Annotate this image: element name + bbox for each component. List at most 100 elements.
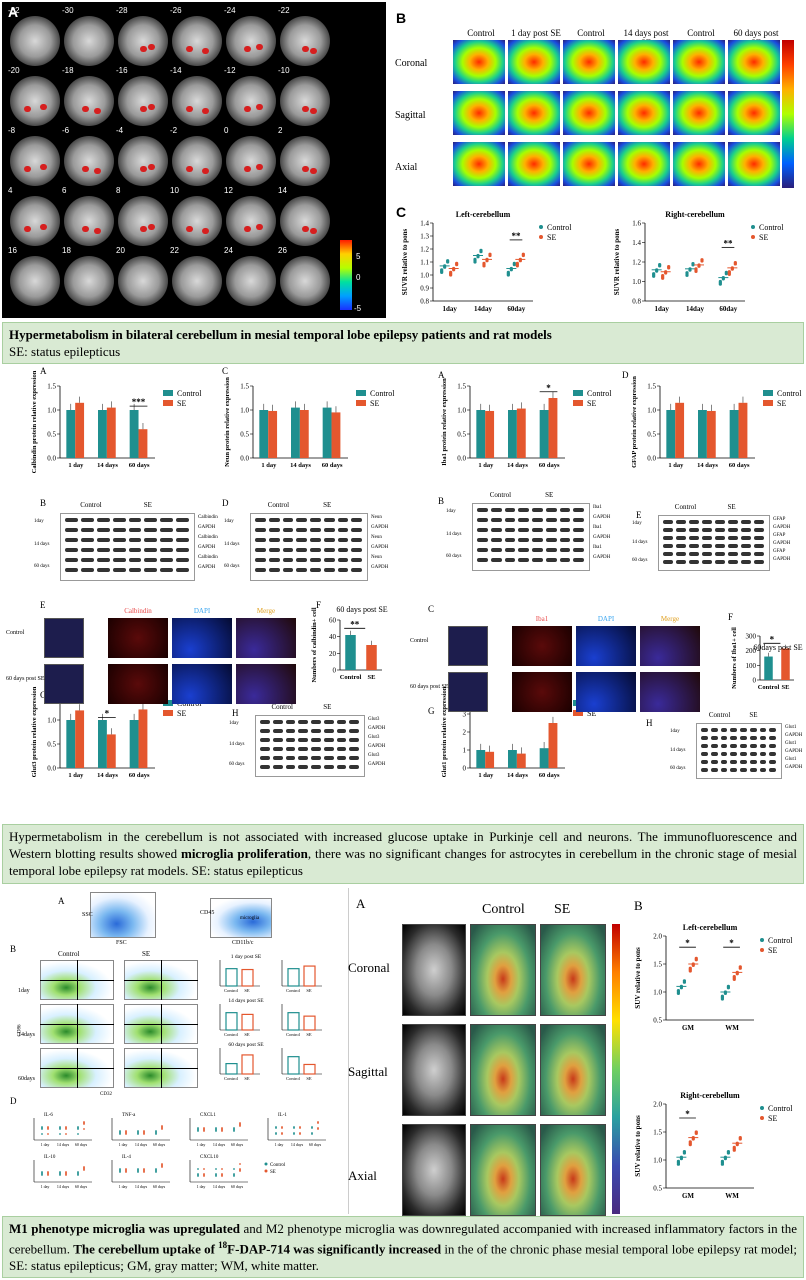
protein-band	[518, 508, 529, 512]
legend-label: SE	[270, 1170, 276, 1175]
protein-band	[310, 558, 321, 562]
x-tick-label: 1 day	[261, 462, 277, 469]
y-tick-label: 40	[329, 633, 337, 641]
blot-row-label: 1day	[229, 721, 239, 726]
data-point	[694, 956, 698, 960]
data-point	[41, 1133, 43, 1135]
protein-band	[268, 568, 280, 572]
protein-band	[504, 528, 516, 532]
protein-band	[769, 768, 776, 772]
legend-label: SE	[587, 709, 596, 718]
data-point	[77, 1174, 79, 1176]
panel-letter: A	[40, 366, 47, 376]
hypermetabolism-blob	[94, 108, 101, 114]
colorbar-tick: -5	[354, 304, 362, 313]
legend-marker	[760, 948, 764, 952]
protein-band	[754, 560, 764, 564]
protein-band	[663, 544, 673, 548]
protein-band	[730, 760, 737, 764]
bar	[66, 410, 76, 458]
data-point	[479, 248, 483, 252]
cytokine-title: TNF-a	[122, 1113, 136, 1118]
y-tick-label: 20	[329, 650, 337, 658]
data-point	[203, 1130, 205, 1132]
x-tick-label: 14day	[474, 305, 492, 313]
x-tick-label: 60 days	[75, 1184, 88, 1189]
x-tick-label: 1 day	[41, 1184, 50, 1189]
if-overview	[448, 626, 488, 666]
data-point	[317, 1128, 319, 1130]
flow-row-label: 60days	[18, 1076, 35, 1082]
protein-band	[740, 760, 747, 764]
bar	[675, 402, 685, 458]
protein-band	[336, 729, 347, 733]
y-axis-label: Calbindin protein relative expression	[31, 370, 38, 473]
x-tick-label: 1 day	[119, 1142, 128, 1147]
mri-slice	[118, 16, 168, 66]
protein-band	[80, 518, 94, 522]
mini-bar-chart: Control SE	[281, 1004, 322, 1037]
y-axis-label: Neun protein relative expression	[224, 377, 231, 467]
slice-label: -26	[170, 6, 182, 15]
data-point	[275, 1133, 277, 1135]
hypermetabolism-blob	[302, 106, 309, 112]
protein-band	[298, 747, 308, 751]
protein-band	[759, 736, 767, 740]
bar	[345, 635, 356, 670]
protein-band	[545, 518, 557, 522]
bar	[225, 968, 238, 987]
protein-band	[710, 744, 718, 748]
legend-label: SE	[768, 946, 777, 955]
protein-band	[144, 528, 158, 532]
hypermetabolism-blob	[244, 166, 251, 172]
protein-band	[532, 518, 543, 522]
protein-band	[759, 744, 767, 748]
panel-letter: H	[646, 718, 653, 728]
y-tick-label: 0.5	[240, 431, 249, 439]
protein-band	[573, 548, 584, 552]
slice-label: 24	[224, 246, 233, 255]
caption-1-line2: SE: status epilepticus	[9, 344, 121, 359]
protein-band	[337, 528, 349, 532]
legend-label: Control	[777, 389, 802, 398]
if-overview	[448, 672, 488, 712]
flow-gating-plot	[90, 892, 156, 938]
hypermetabolism-blob	[140, 226, 147, 232]
hypermetabolism-blob	[244, 106, 251, 112]
mri-slice	[118, 256, 168, 306]
colorbar-tick: 0	[356, 273, 361, 282]
protein-band	[336, 720, 347, 724]
bar	[241, 1054, 254, 1075]
data-point	[676, 989, 681, 993]
protein-band	[559, 518, 571, 522]
legend-label: Control	[587, 389, 612, 398]
blot-group-label: SE	[143, 501, 152, 509]
mri-slice	[172, 16, 222, 66]
atlas-overlay-image	[402, 1124, 466, 1216]
protein-band	[518, 538, 529, 542]
if-image	[512, 672, 572, 712]
flow-row-label: 14days	[18, 1032, 35, 1038]
protein-band	[128, 558, 142, 562]
data-point	[119, 1133, 121, 1135]
protein-band	[112, 558, 126, 562]
slice-label: 0	[224, 126, 229, 135]
protein-band	[160, 538, 174, 542]
legend-swatch	[573, 710, 583, 716]
y-tick-label: 1.0	[47, 407, 56, 415]
protein-band	[504, 538, 516, 542]
legend-swatch	[356, 400, 366, 406]
protein-band	[728, 536, 738, 540]
protein-band	[65, 518, 78, 522]
caption-3-bold-1: M1 phenotype microglia was upregulated	[9, 1221, 241, 1236]
legend-label: Control	[370, 389, 395, 398]
protein-band	[518, 518, 529, 522]
protein-band	[349, 756, 359, 760]
data-point	[155, 1133, 157, 1135]
x-tick-label: 60 days	[75, 1142, 88, 1147]
bar	[138, 709, 148, 768]
protein-band	[323, 756, 334, 760]
hypermetabolism-blob	[40, 104, 47, 110]
protein-band	[160, 528, 174, 532]
protein-band	[740, 744, 747, 748]
